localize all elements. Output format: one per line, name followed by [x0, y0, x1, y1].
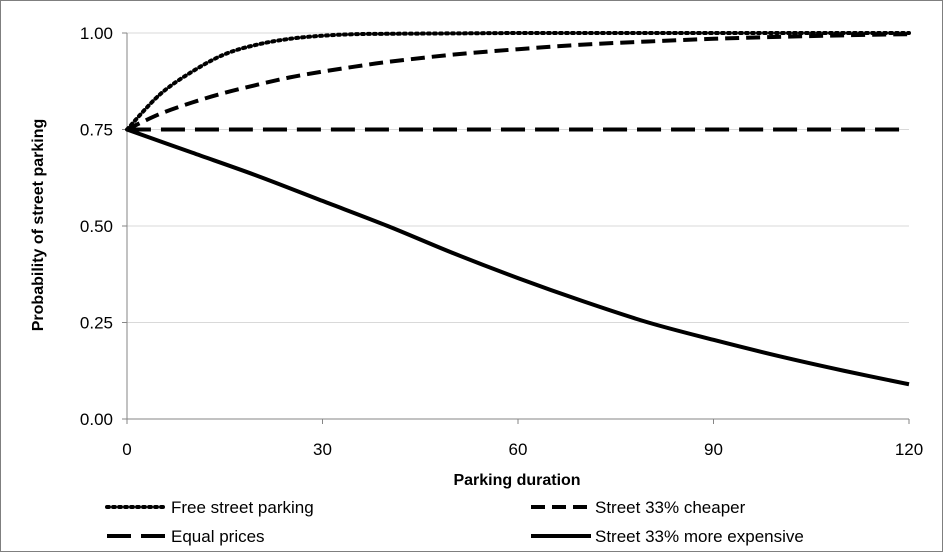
- y-tick-label: 0.75: [80, 121, 113, 140]
- x-tick-label: 60: [509, 440, 528, 459]
- series-line-1: [125, 30, 911, 132]
- series-lines: [125, 30, 911, 387]
- legend-label-2: Street 33% cheaper: [595, 498, 746, 517]
- x-axis-title: Parking duration: [453, 472, 580, 489]
- legend-label-1: Free street parking: [171, 498, 314, 517]
- x-tick-label: 0: [122, 440, 131, 459]
- y-tick-label: 0.50: [80, 217, 113, 236]
- legend-label-3: Equal prices: [171, 527, 265, 546]
- y-tick-label: 0.25: [80, 314, 113, 333]
- legend: Free street parking Street 33% cheaper Equ…: [105, 498, 804, 546]
- x-tick-label: 90: [704, 440, 723, 459]
- x-tick-label: 30: [313, 440, 332, 459]
- y-axis-title: Probability of street parking: [30, 119, 47, 331]
- series-line-4: [126, 127, 910, 387]
- y-tick-label: 1.00: [80, 24, 113, 43]
- y-tick-label: 0.00: [80, 410, 113, 429]
- tick-labels: 0.00 0.25 0.50 0.75 1.00 0 30 60 90 120: [80, 24, 923, 459]
- x-tick-label: 120: [895, 440, 923, 459]
- axes: [122, 32, 910, 424]
- legend-label-4: Street 33% more expensive: [595, 527, 804, 546]
